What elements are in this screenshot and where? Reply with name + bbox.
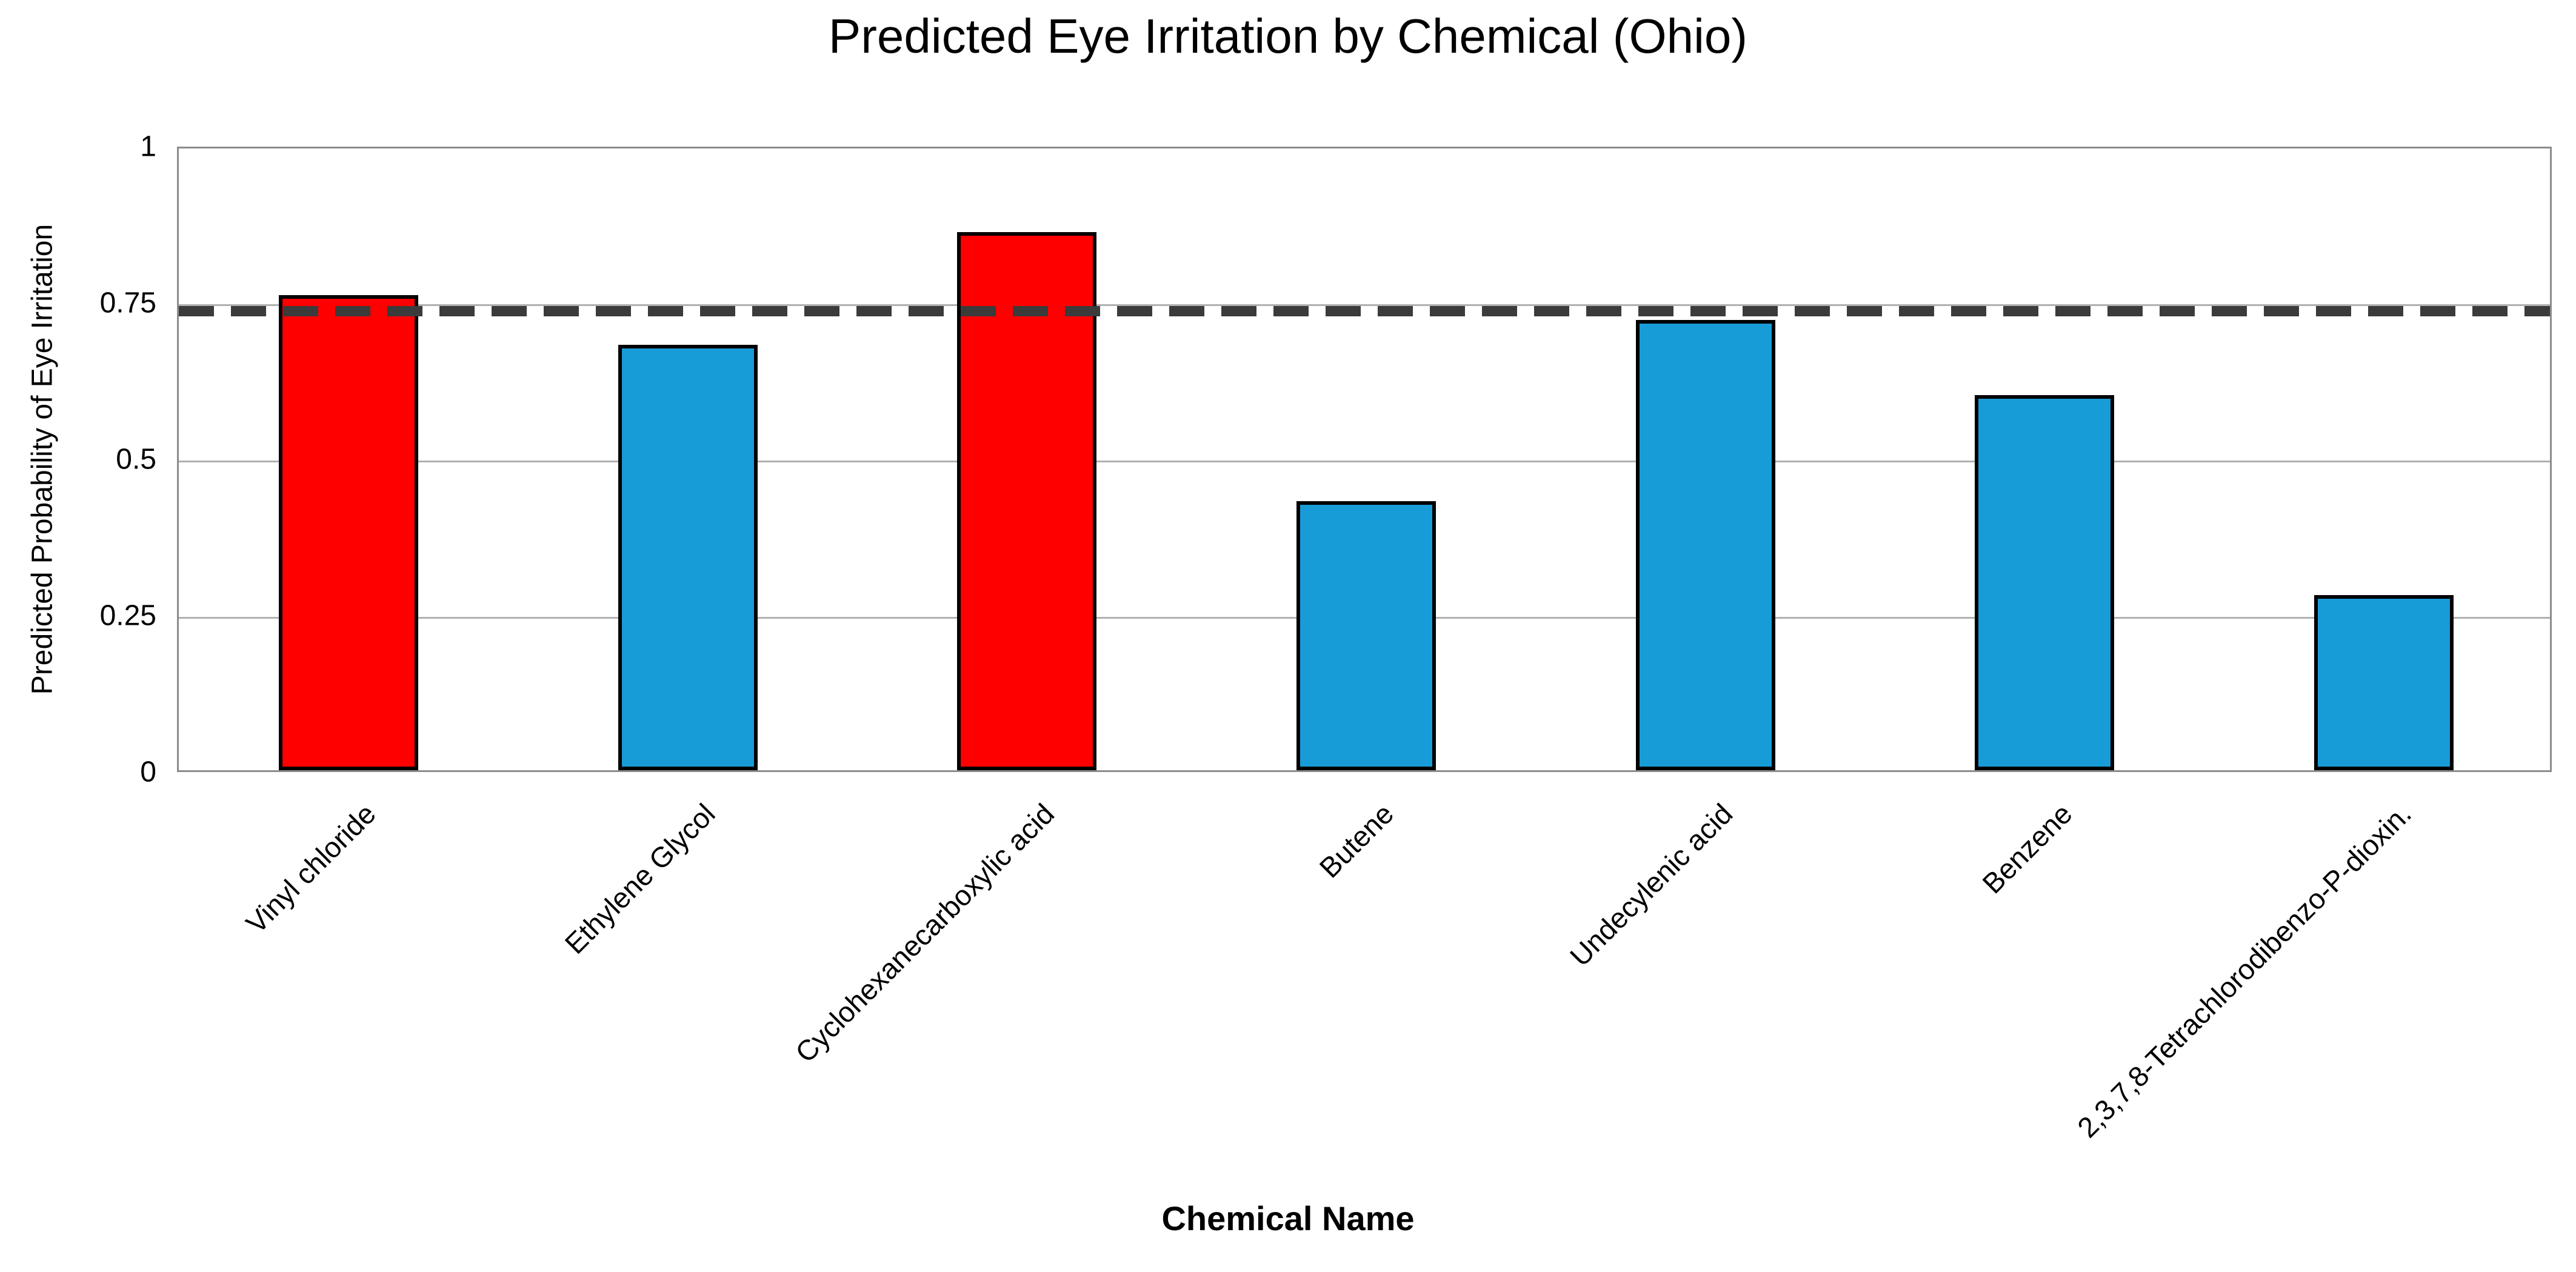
threshold-line	[179, 306, 2550, 316]
bar-2-3-7-8-tetrachlorodibenzo-p-dioxin-	[2314, 595, 2454, 770]
x-tick-label: Butene	[1313, 797, 1400, 884]
x-tick-label: Benzene	[1975, 797, 2078, 900]
x-tick-label: Vinyl chloride	[239, 797, 382, 940]
y-tick-label: 0.25	[99, 599, 156, 632]
gridline	[179, 304, 2550, 306]
x-axis-title: Chemical Name	[1161, 1199, 1415, 1237]
x-tick-label: 2,3,7,8-Tetrachlorodibenzo-P-dioxin.	[2070, 797, 2418, 1144]
bar-ethylene-glycol	[618, 345, 758, 770]
y-tick-label: 0.5	[116, 443, 156, 476]
chart-title: Predicted Eye Irritation by Chemical (Oh…	[828, 9, 1748, 63]
bar-undecylenic-acid	[1635, 320, 1775, 770]
y-tick-label: 0	[140, 756, 156, 788]
x-tick-label: Undecylenic acid	[1564, 797, 1739, 973]
bar-butene	[1296, 501, 1436, 770]
y-tick-label: 1	[140, 130, 156, 163]
x-tick-label: Cyclohexanecarboxylic acid	[789, 797, 1061, 1069]
bar-benzene	[1975, 395, 2115, 770]
y-tick-label: 0.75	[99, 287, 156, 319]
x-tick-label: Ethylene Glycol	[558, 797, 721, 961]
bar-cyclohexanecarboxylic-acid	[957, 232, 1097, 770]
gridline	[179, 461, 2550, 462]
bar-vinyl-chloride	[278, 295, 418, 770]
plot-area	[177, 147, 2552, 772]
